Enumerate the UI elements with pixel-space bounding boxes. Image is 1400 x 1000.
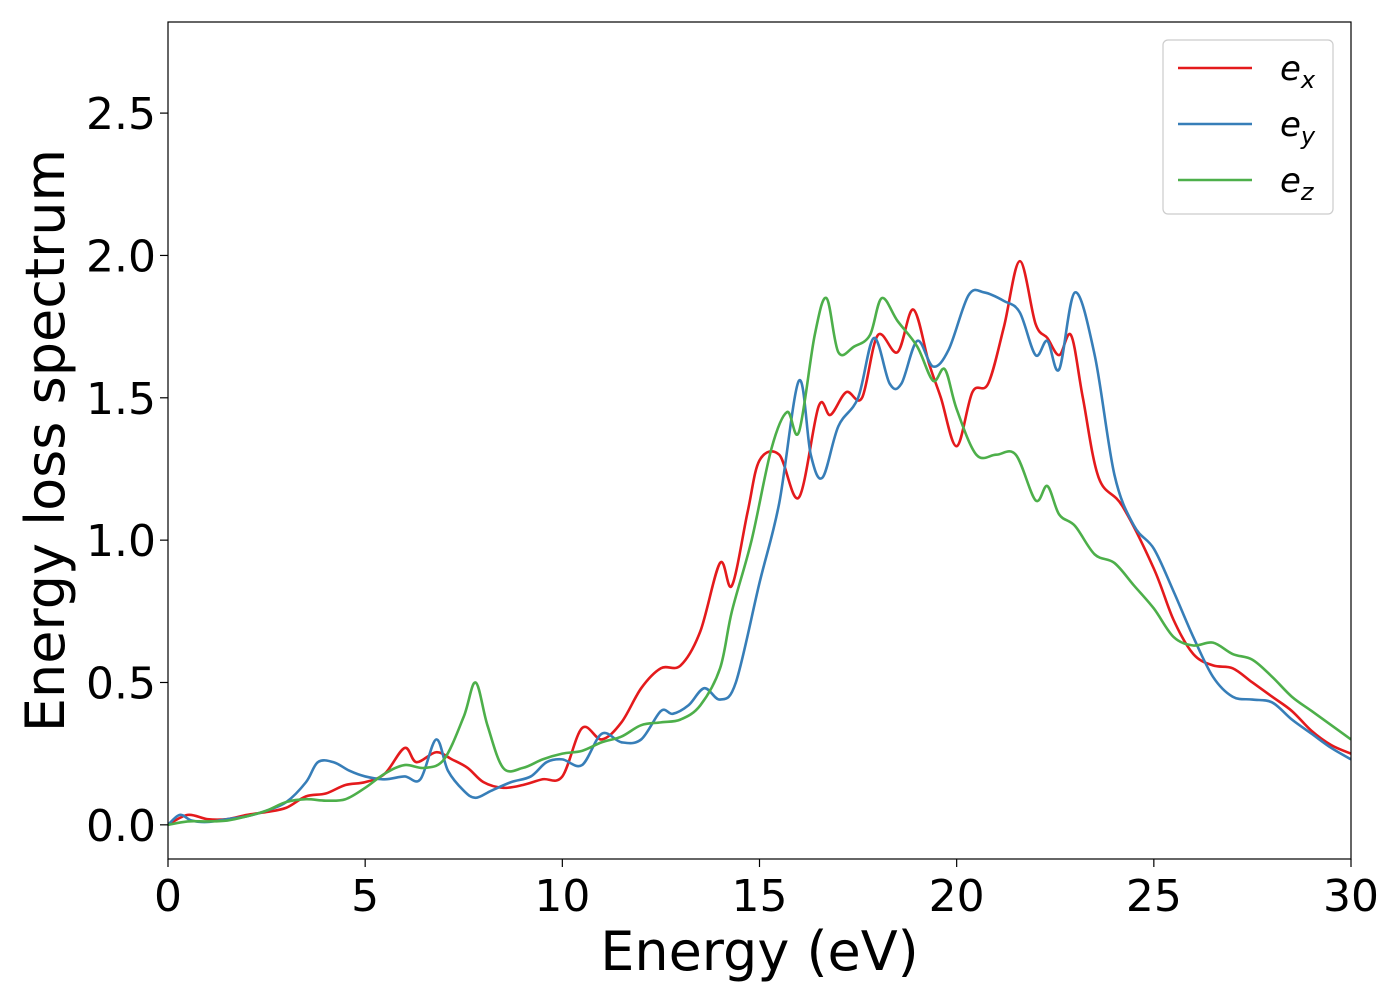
x-tick-label: 25 xyxy=(1126,871,1182,922)
y-tick-label: 2.5 xyxy=(86,89,156,140)
series-line-e-y xyxy=(168,288,1351,826)
y-tick-label: 1.0 xyxy=(86,516,156,567)
x-tick-label: 5 xyxy=(351,871,379,922)
x-tick-label: 20 xyxy=(929,871,985,922)
y-axis: 0.0 0.5 1.0 1.5 2.0 2.5 xyxy=(86,89,168,852)
legend-box xyxy=(1162,39,1334,215)
legend-label-e-z: ez xyxy=(1280,161,1315,206)
y-tick-label: 2.0 xyxy=(86,231,156,282)
x-tick-label: 10 xyxy=(534,871,590,922)
series-line-e-x xyxy=(168,259,1351,827)
x-axis: 0 5 10 15 20 25 30 xyxy=(154,859,1379,922)
legend-label-e-y: ey xyxy=(1280,105,1316,150)
y-tick-label: 0.5 xyxy=(86,658,156,709)
y-axis-title: Energy loss spectrum xyxy=(14,149,77,732)
x-axis-title: Energy (eV) xyxy=(600,920,919,983)
y-tick-label: 0.0 xyxy=(86,801,156,852)
legend-label-e-x: ex xyxy=(1280,49,1316,94)
x-tick-label: 30 xyxy=(1323,871,1379,922)
plot-lines xyxy=(168,259,1351,827)
x-tick-label: 15 xyxy=(732,871,788,922)
series-line-e-z xyxy=(168,296,1351,827)
legend: ex ey ez xyxy=(1162,39,1334,215)
x-tick-label: 0 xyxy=(154,871,182,922)
y-tick-label: 1.5 xyxy=(86,374,156,425)
